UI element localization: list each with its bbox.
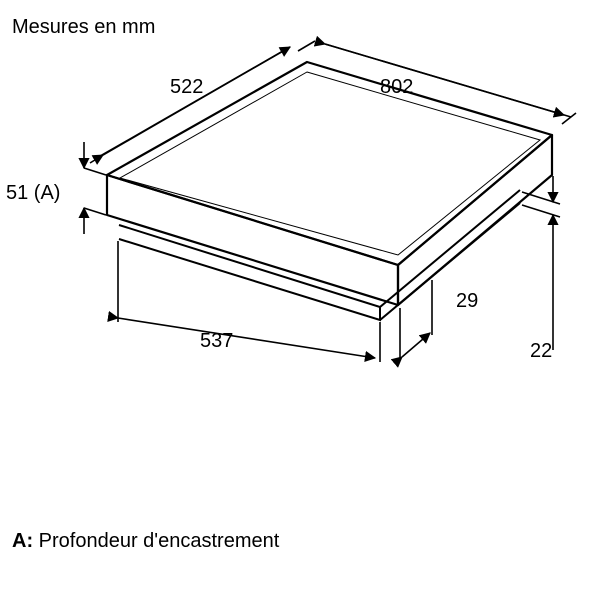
under-lip: [119, 190, 520, 320]
cooktop-inner: [120, 72, 540, 255]
technical-drawing: [0, 0, 600, 600]
cooktop-outline: [107, 62, 552, 305]
dimensions: [84, 41, 576, 362]
